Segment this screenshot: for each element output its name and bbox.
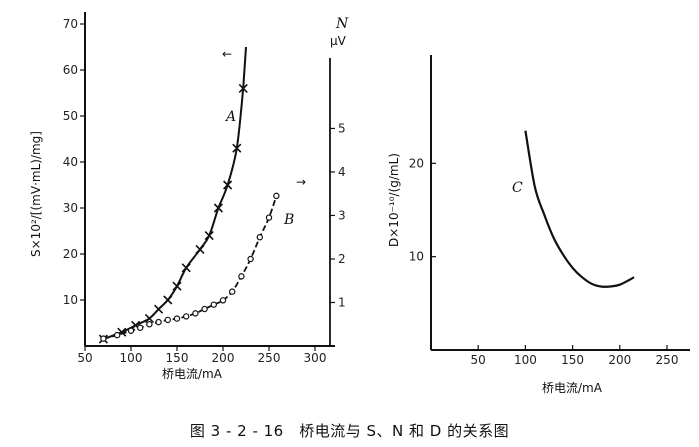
arrow-left: ← <box>222 47 232 61</box>
left-y-tick-label: 50 <box>63 109 78 123</box>
d-x-label: 桥电流/mA <box>542 381 603 395</box>
series-b-point <box>273 192 280 200</box>
left-y-tick-label: 60 <box>63 63 78 77</box>
series-b-point <box>228 288 236 295</box>
left-x-tick-label: 100 <box>120 351 143 365</box>
series-b-point <box>146 321 153 328</box>
figure-caption: 图 3 - 2 - 16 桥电流与 S、N 和 D 的关系图 <box>189 422 510 440</box>
right-y-tick-label: 3 <box>338 208 346 222</box>
left-chart: 10 20 30 40 50 60 70 50 100 150 200 250 300 1 2 3 4 5 A… <box>29 12 349 381</box>
d-x-tick-label: 150 <box>561 353 584 367</box>
series-b-point <box>201 305 208 313</box>
d-x-tick-label: 100 <box>514 353 537 367</box>
series-b-point <box>164 316 171 324</box>
series-a-point <box>154 304 164 314</box>
series-b-point <box>192 310 199 317</box>
left-x-tick-label: 300 <box>304 351 327 365</box>
left-x-tick-label: 50 <box>77 351 92 365</box>
series-a-markers <box>98 83 248 344</box>
series-b-point <box>127 327 135 334</box>
series-a-point <box>144 313 154 323</box>
d-x-tick-label: 200 <box>608 353 631 367</box>
series-a-label: A <box>224 109 236 125</box>
left-y-tick-label: 30 <box>63 201 78 215</box>
left-y-tick-label: 40 <box>63 155 78 169</box>
series-b-point <box>136 324 144 331</box>
series-b-point <box>155 318 162 326</box>
right-y-tick-label: 4 <box>338 165 346 179</box>
series-c-label: C <box>512 180 523 196</box>
series-a-point <box>223 180 233 190</box>
d-x-ticks: 50 100 150 200 250 <box>471 345 679 367</box>
series-a-point <box>172 281 182 291</box>
series-b-point <box>182 313 190 320</box>
series-c-line <box>524 130 635 288</box>
series-b-point <box>238 273 245 280</box>
d-x-tick-label: 250 <box>656 353 679 367</box>
series-a-point <box>195 244 205 254</box>
d-y-label: D×10⁻¹⁰/(g/mL) <box>387 153 401 247</box>
right-chart: 10 20 50 100 150 200 250 C D×10⁻¹⁰/(g/mL) 桥电流… <box>387 55 690 395</box>
series-b-point <box>100 335 107 342</box>
d-y-tick-label: 20 <box>409 156 424 170</box>
series-a-point <box>163 295 173 305</box>
series-a-line <box>103 46 247 341</box>
right-y-tick-label: 1 <box>338 295 346 309</box>
series-b-point <box>265 214 273 221</box>
d-y-ticks: 10 20 <box>409 156 436 264</box>
right-axis-unit: μV <box>330 34 347 48</box>
series-b-point <box>256 234 263 241</box>
series-b-markers <box>100 192 280 342</box>
series-a-point <box>213 203 223 213</box>
right-y-tick-label: 5 <box>338 121 346 135</box>
series-b-point <box>173 315 181 322</box>
arrow-right: → <box>296 175 306 189</box>
d-y-tick-label: 10 <box>409 250 424 264</box>
series-a-point <box>238 83 248 93</box>
left-y-tick-label: 10 <box>63 293 78 307</box>
left-x-ticks: 50 100 150 200 250 300 <box>77 346 326 365</box>
d-x-tick-label: 50 <box>471 353 486 367</box>
series-b-point <box>219 297 227 304</box>
series-a-point <box>181 263 191 273</box>
series-b-line <box>103 195 278 340</box>
series-b-label: B <box>283 212 294 228</box>
series-b-point <box>113 331 121 339</box>
series-b-point <box>210 301 217 308</box>
figure: 10 20 30 40 50 60 70 50 100 150 200 250 300 1 2 3 4 5 A… <box>29 12 690 395</box>
left-x-tick-label: 250 <box>258 351 281 365</box>
left-y-tick-label: 70 <box>63 17 78 31</box>
series-b-point <box>247 255 254 263</box>
left-y-label: S×10²/[(mV·mL)/mg] <box>29 131 43 257</box>
left-x-label: 桥电流/mA <box>162 367 223 381</box>
left-y-ticks: 10 20 30 40 50 60 70 <box>63 17 85 307</box>
right-axis-symbol: N <box>335 16 349 32</box>
right-y-tick-label: 2 <box>338 252 346 266</box>
left-x-tick-label: 150 <box>166 351 189 365</box>
right-y-ticks: 1 2 3 4 5 <box>330 121 346 309</box>
series-a-point <box>232 143 242 153</box>
left-y-tick-label: 20 <box>63 247 78 261</box>
left-x-tick-label: 200 <box>212 351 235 365</box>
series-a-point <box>204 231 214 241</box>
